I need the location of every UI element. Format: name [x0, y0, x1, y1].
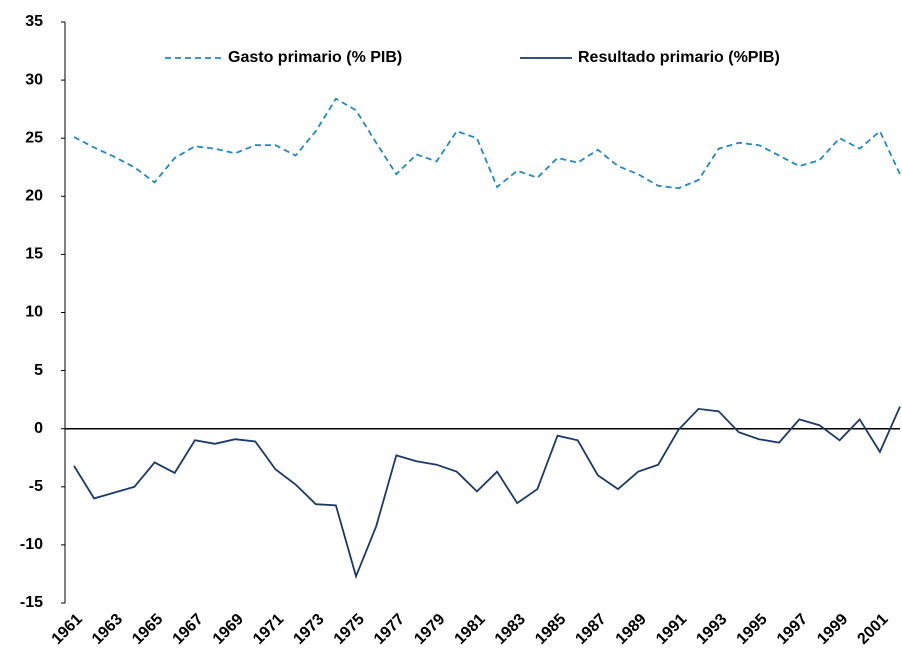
x-tick-label: 1961 — [49, 611, 86, 648]
legend-label: Gasto primario (% PIB) — [228, 49, 402, 66]
legend-label: Resultado primario (%PIB) — [578, 49, 780, 66]
x-tick-label: 1971 — [250, 611, 287, 648]
x-tick-label: 1997 — [774, 611, 811, 648]
x-tick-label: 1973 — [290, 611, 327, 648]
x-tick-label: 1969 — [210, 611, 247, 648]
legend: Gasto primario (% PIB) Resultado primario… — [165, 49, 780, 66]
y-tick-label: 0 — [34, 420, 43, 437]
y-tick-label: 20 — [25, 188, 43, 205]
y-tick-label: 10 — [25, 304, 43, 321]
x-tick-label: 2001 — [854, 611, 891, 648]
x-tick-label: 1989 — [613, 611, 650, 648]
x-tick-label: 1965 — [129, 611, 166, 648]
y-tick-label: -10 — [20, 536, 43, 553]
x-tick-label: 1967 — [170, 611, 207, 648]
x-tick-label: 1995 — [734, 611, 771, 648]
x-tick-label: 1985 — [532, 611, 569, 648]
x-tick-label: 1975 — [331, 611, 368, 648]
x-tick-label: 1991 — [653, 611, 690, 648]
y-tick-label: -5 — [29, 478, 43, 495]
y-tick-label: -15 — [20, 594, 43, 611]
x-tick-label: 1999 — [814, 611, 851, 648]
y-tick-label: 30 — [25, 71, 43, 88]
y-tick-label: 25 — [25, 129, 43, 146]
y-tick-label: 35 — [25, 13, 43, 30]
line-series — [73, 406, 901, 580]
x-tick-label: 1983 — [492, 611, 529, 648]
y-tick-label: 15 — [25, 246, 43, 263]
x-tick-label: 1987 — [572, 611, 609, 648]
x-tick-label: 1963 — [89, 611, 126, 648]
y-tick-label: 5 — [34, 362, 43, 379]
x-tick-label: 1981 — [452, 611, 489, 648]
line-series — [73, 97, 901, 190]
x-tick-label: 1993 — [693, 611, 730, 648]
x-tick-label: 1979 — [411, 611, 448, 648]
x-tick-label: 1977 — [371, 611, 408, 648]
